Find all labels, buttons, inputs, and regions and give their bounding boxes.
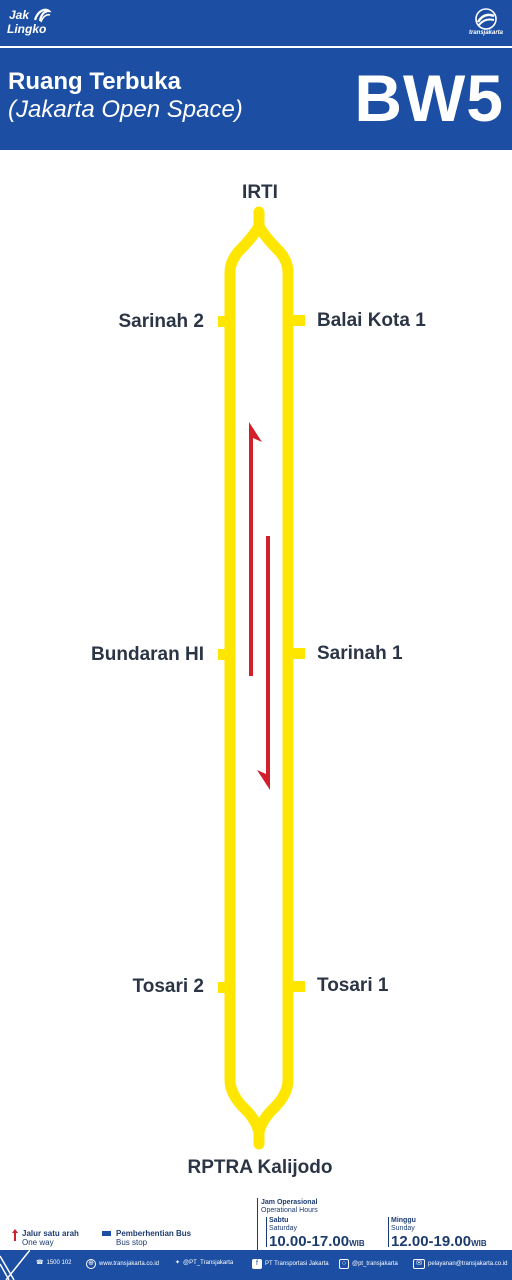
contact-facebook[interactable]: f PT Transportasi Jakarta <box>252 1259 329 1269</box>
map-footer: Jalur satu arah One way Pemberhentian Bu… <box>0 1195 512 1250</box>
hours-saturday-tz: WIB <box>349 1239 365 1248</box>
bus-stop-legend-icon <box>102 1231 111 1236</box>
globe-icon: ⊕ <box>86 1259 96 1269</box>
contact-phone[interactable]: ☎ 1500 102 <box>36 1259 72 1267</box>
route-code: BW5 <box>354 61 504 135</box>
facebook-icon: f <box>252 1259 262 1269</box>
route-title: Ruang Terbuka <box>8 68 181 95</box>
one-way-arrow-down <box>257 536 270 790</box>
contact-twitter[interactable]: ✦ @PT_Transjakarta <box>175 1259 234 1267</box>
stop-label-sarinah-2: Sarinah 2 <box>118 311 204 332</box>
transjakarta-logo: transjakarta <box>466 6 506 40</box>
bus-stop-marker-tosari-1 <box>292 981 305 992</box>
transjakarta-emblem-icon <box>475 8 497 30</box>
bus-stop-marker-bundaran-hi <box>218 649 227 660</box>
stop-label-tosari-2: Tosari 2 <box>132 976 204 997</box>
route-loop-path <box>224 206 294 1150</box>
hours-saturday: Sabtu Saturday 10.00-17.00WIB <box>269 1217 365 1252</box>
terminal-start-label: IRTI <box>242 182 278 203</box>
hours-saturday-en: Saturday <box>269 1225 298 1232</box>
legend-bus-stop-sub: Bus stop <box>116 1238 148 1247</box>
jaklingko-logo: Jak Lingko <box>7 6 52 40</box>
twitter-icon: ✦ <box>175 1260 181 1266</box>
hours-sunday-time: 12.00-19.00 <box>391 1233 472 1250</box>
corner-mark-icon <box>0 1250 30 1280</box>
jaklingko-logo-line1: Jak <box>9 8 30 22</box>
hours-sunday-tz: WIB <box>471 1239 487 1248</box>
bus-stop-marker-tosari-2 <box>218 982 227 993</box>
stop-label-tosari-1: Tosari 1 <box>317 975 389 996</box>
email-icon: ✉ <box>413 1259 425 1269</box>
route-diagram <box>218 206 305 1150</box>
legend-bus-stop: Pemberhentian Bus Bus stop <box>102 1229 191 1247</box>
one-way-arrow-up <box>249 422 262 676</box>
legend-one-way: Jalur satu arah One way <box>12 1229 79 1247</box>
bus-stop-marker-sarinah-1 <box>292 648 305 659</box>
contact-email[interactable]: ✉ pelayanan@transjakarta.co.id <box>413 1259 507 1269</box>
terminal-end-label: RPTRA Kalijodo <box>187 1157 333 1178</box>
hours-divider-1 <box>257 1198 258 1250</box>
top-bar: Jak Lingko transjakarta <box>0 0 512 46</box>
hours-title: Jam Operasional <box>261 1199 318 1206</box>
route-header: Ruang Terbuka (Jakarta Open Space) BW5 <box>0 48 512 150</box>
legend-one-way-label: Jalur satu arah <box>22 1229 79 1238</box>
header-divider <box>0 46 512 48</box>
transjakarta-logo-name: transjakarta <box>468 30 504 36</box>
instagram-icon: ○ <box>339 1259 349 1269</box>
stop-label-balai-kota-1: Balai Kota 1 <box>317 310 426 331</box>
phone-icon: ☎ <box>36 1260 44 1266</box>
bus-stop-marker-sarinah-2 <box>218 316 227 327</box>
hours-saturday-time: 10.00-17.00 <box>269 1233 350 1250</box>
operational-hours-title: Jam Operasional Operational Hours <box>261 1199 318 1215</box>
contact-instagram[interactable]: ○ @pt_transjakarta <box>339 1259 398 1269</box>
legend-one-way-sub: One way <box>22 1238 54 1247</box>
contact-website[interactable]: ⊕ www.transjakarta.co.id <box>86 1259 159 1269</box>
jaklingko-logo-line2: Lingko <box>7 22 47 36</box>
one-way-legend-icon <box>12 1229 18 1241</box>
route-map: IRTI RPTRA Kalijodo Sarinah 2 Bundaran H… <box>0 150 512 1195</box>
stop-label-bundaran-hi: Bundaran HI <box>91 644 204 665</box>
route-subtitle: (Jakarta Open Space) <box>8 96 243 123</box>
hours-divider-3 <box>388 1217 389 1247</box>
hours-divider-2 <box>266 1217 267 1247</box>
hours-title-en: Operational Hours <box>261 1207 318 1214</box>
hours-sunday-label: Minggu <box>391 1217 416 1224</box>
legend-bus-stop-label: Pemberhentian Bus <box>116 1229 192 1238</box>
hours-saturday-label: Sabtu <box>269 1217 289 1224</box>
stop-label-sarinah-1: Sarinah 1 <box>317 643 403 664</box>
contact-bar: ☎ 1500 102 ⊕ www.transjakarta.co.id ✦ @PT_T… <box>0 1250 512 1280</box>
jaklingko-swirl-icon <box>33 8 52 23</box>
hours-sunday: Minggu Sunday 12.00-19.00WIB <box>391 1217 487 1252</box>
hours-sunday-en: Sunday <box>391 1225 415 1232</box>
bus-stop-marker-balai-kota-1 <box>292 315 305 326</box>
